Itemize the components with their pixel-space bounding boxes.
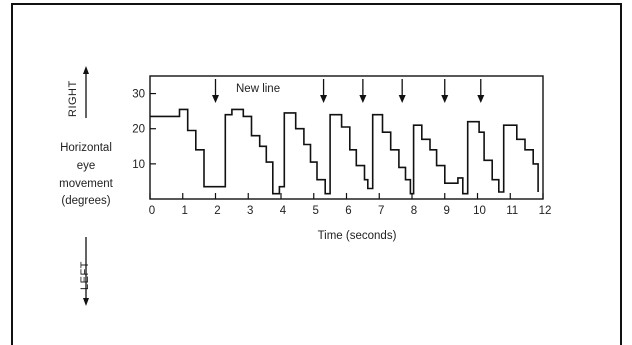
y-axis-label-line-3: movement	[59, 178, 113, 190]
x-tick-label: 1	[182, 205, 188, 217]
new-line-markers	[212, 79, 485, 103]
x-tick-label: 2	[214, 205, 220, 217]
up-arrowhead-icon	[83, 66, 89, 74]
y-axis-label: Horizontal eye movement (degrees)	[59, 142, 113, 207]
eye-movement-trace	[150, 108, 539, 195]
y-axis-label-line-4: (degrees)	[61, 195, 110, 207]
y-tick-label: 30	[132, 89, 145, 101]
left-direction-label: LEFT	[79, 261, 91, 290]
x-tick-label: 4	[280, 205, 287, 217]
x-axis-label: Time (seconds)	[318, 230, 397, 242]
x-tick-label: 3	[247, 205, 253, 217]
x-tick-label: 11	[506, 205, 518, 217]
arrowhead-icon	[212, 95, 219, 103]
x-tick-label: 0	[149, 205, 155, 217]
x-tick-label: 12	[539, 205, 552, 217]
y-axis-ticks: 10 20 30	[132, 89, 156, 171]
new-line-annotation: New line	[236, 83, 280, 95]
down-arrowhead-icon	[83, 298, 89, 306]
arrowhead-icon	[398, 95, 406, 103]
x-tick-label: 9	[444, 205, 450, 217]
y-tick-label: 10	[132, 159, 145, 171]
arrowhead-icon	[320, 95, 328, 103]
arrowhead-icon	[477, 95, 485, 103]
right-direction-indicator: RIGHT	[67, 66, 89, 118]
left-direction-indicator: LEFT	[79, 237, 91, 306]
x-tick-label: 8	[411, 205, 417, 217]
y-tick-label: 20	[132, 124, 145, 136]
x-tick-label: 6	[345, 205, 351, 217]
y-axis-label-line-2: eye	[77, 160, 96, 172]
arrowhead-icon	[359, 95, 367, 103]
right-direction-label: RIGHT	[67, 80, 79, 117]
x-axis-ticks: 0 1 2 3 4 5 6 7 8 9 10 11 12	[149, 193, 552, 217]
figure-frame	[11, 3, 622, 345]
arrowhead-icon	[441, 95, 449, 103]
x-tick-label: 10	[473, 205, 486, 217]
y-axis-label-line-1: Horizontal	[60, 142, 112, 154]
x-tick-label: 7	[378, 205, 384, 217]
x-tick-label: 5	[313, 205, 319, 217]
